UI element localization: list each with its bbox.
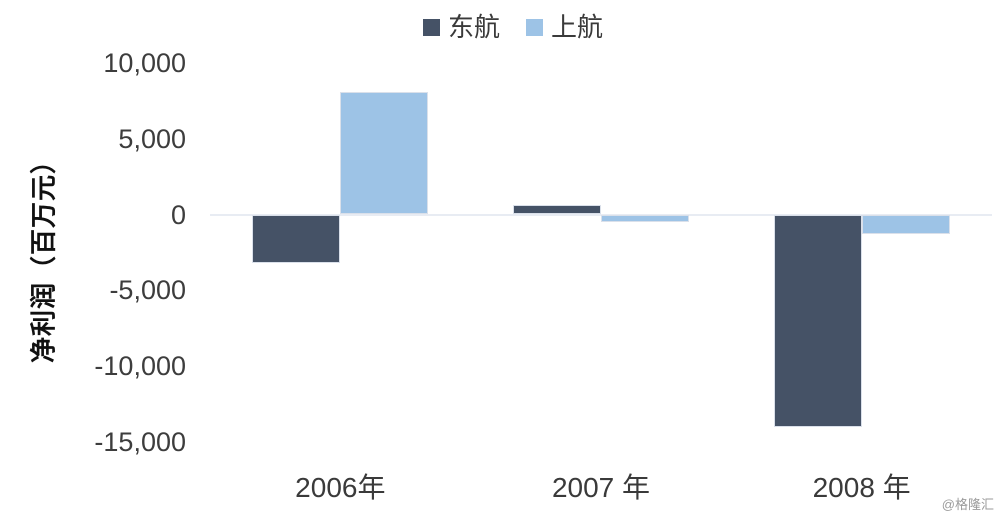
bar-shanghai-air-2 — [601, 214, 689, 223]
bar-ceair-1 — [252, 214, 341, 263]
legend: 东航 上航 — [0, 14, 1000, 40]
legend-label-ceair: 东航 — [447, 12, 500, 42]
legend-item-shanghai-air: 上航 — [526, 14, 603, 40]
y-axis-tick-label: -15,000 — [94, 426, 186, 457]
bar-shanghai-air-3 — [861, 214, 950, 235]
x-axis-label: 2007 年 — [551, 472, 651, 503]
y-axis-tick-label: -10,000 — [94, 351, 186, 382]
bar-shanghai-air-1 — [340, 91, 429, 215]
y-axis-tick-label: 0 — [170, 199, 186, 230]
legend-swatch-ceair — [422, 18, 440, 36]
bar-ceair-2 — [513, 205, 601, 215]
watermark: @格隆汇 — [941, 497, 994, 512]
y-axis-tick-label: 10,000 — [103, 47, 186, 78]
legend-swatch-shanghai-air — [526, 18, 543, 36]
x-axis-label: 2008 年 — [812, 472, 911, 503]
x-axis-label: 2006年 — [295, 472, 386, 503]
legend-item-ceair: 东航 — [422, 12, 500, 42]
bar-ceair-3 — [773, 214, 862, 427]
y-axis-tick-label: -5,000 — [109, 275, 186, 306]
y-axis-tick-label: 5,000 — [118, 123, 186, 154]
legend-label-shanghai-air: 上航 — [551, 12, 604, 42]
y-axis-title: 净利润（百万元） — [28, 146, 59, 364]
